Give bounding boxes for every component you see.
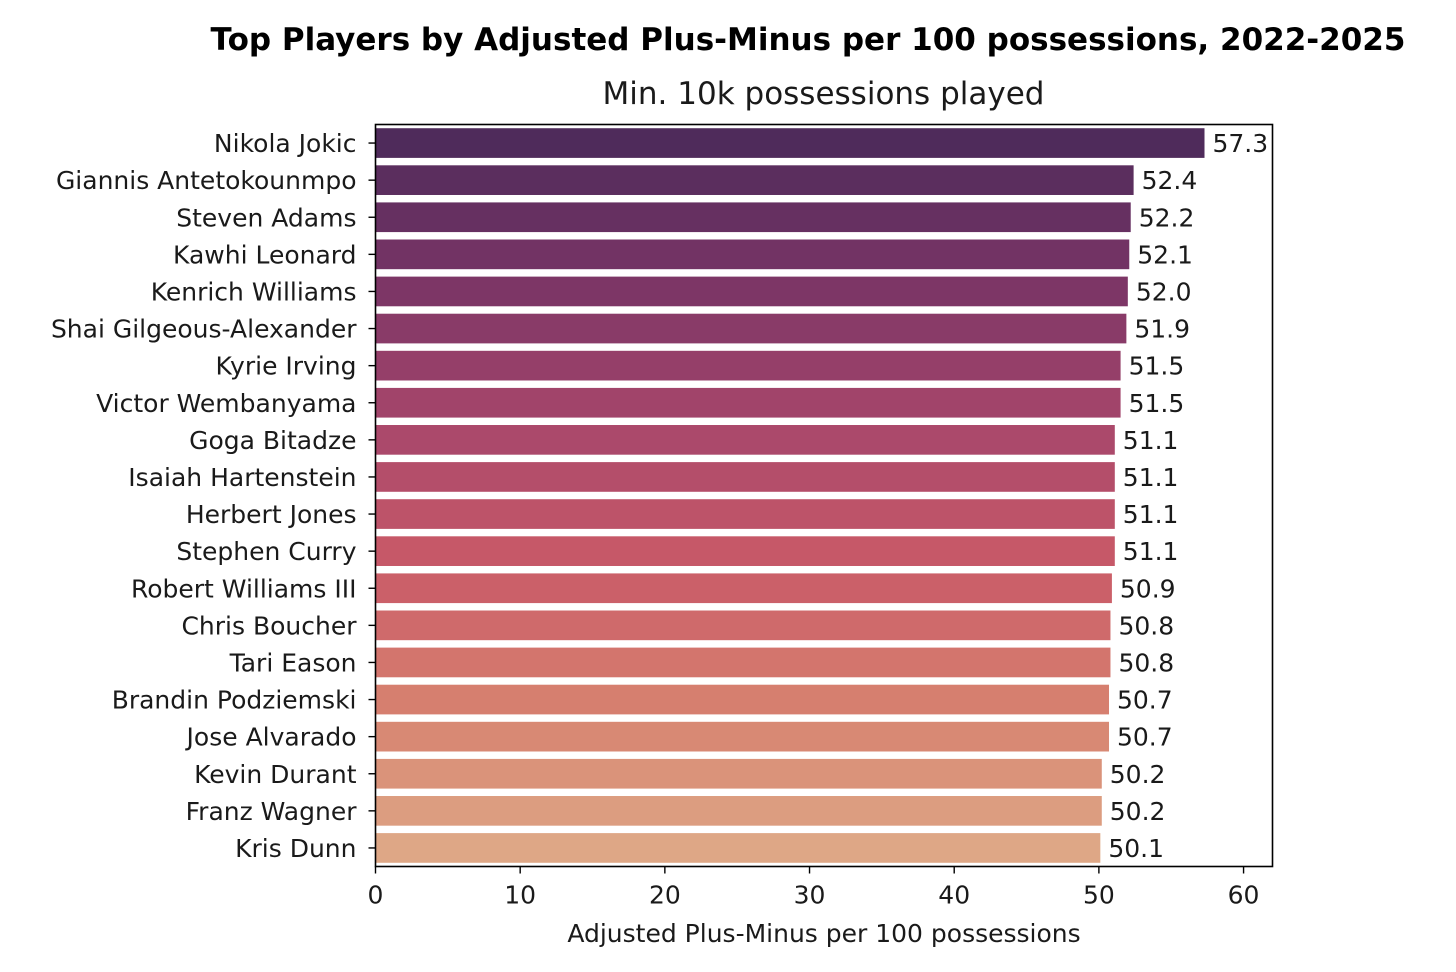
y-tick-label: Chris Boucher <box>181 611 357 640</box>
bar-goga-bitadze <box>375 425 1115 455</box>
x-tick-label: 40 <box>938 881 970 910</box>
bar-kawhi-leonard <box>375 239 1130 270</box>
bar-stephen-curry <box>375 536 1115 566</box>
bar-kyrie-irving <box>375 350 1121 381</box>
data-label: 57.3 <box>1213 129 1269 158</box>
data-label: 50.7 <box>1117 686 1173 715</box>
bar-isaiah-hartenstein <box>375 462 1115 492</box>
data-label: 51.5 <box>1129 389 1185 418</box>
x-tick-label: 10 <box>504 881 536 910</box>
bar-shai-gilgeous-alexander <box>375 313 1127 344</box>
x-tick-label: 50 <box>1083 881 1115 910</box>
bar-chris-boucher <box>375 610 1111 641</box>
data-label: 52.2 <box>1139 203 1195 232</box>
y-tick-label: Tari Eason <box>229 648 357 677</box>
x-tick-label: 0 <box>368 881 384 910</box>
data-label: 52.1 <box>1137 240 1193 269</box>
bar-kris-dunn <box>375 833 1101 863</box>
bar-brandin-podziemski <box>375 684 1110 715</box>
bar-kenrich-williams <box>375 276 1128 307</box>
y-tick-label: Isaiah Hartenstein <box>128 463 356 492</box>
data-label: 50.8 <box>1118 648 1174 677</box>
data-label: 51.5 <box>1129 352 1185 381</box>
value-labels: 57.3 52.4 52.2 52.1 52.0 51.9 51.5 51.5 51.1 51.1… <box>1108 129 1268 863</box>
y-tick-label: Kris Dunn <box>235 834 356 863</box>
bar-victor-wembanyama <box>375 387 1121 418</box>
data-label: 50.8 <box>1118 611 1174 640</box>
y-tick-label: Stephen Curry <box>176 537 356 566</box>
data-label: 52.4 <box>1142 166 1198 195</box>
data-label: 50.2 <box>1110 760 1166 789</box>
x-axis: 0 10 20 30 40 50 60 <box>368 866 1260 910</box>
y-tick-label: Herbert Jones <box>186 500 357 529</box>
x-tick-label: 20 <box>649 881 681 910</box>
data-label: 50.2 <box>1110 797 1166 826</box>
data-label: 50.1 <box>1108 834 1164 863</box>
y-tick-label: Shai Gilgeous-Alexander <box>51 315 357 344</box>
x-axis-label: Adjusted Plus-Minus per 100 possessions <box>567 919 1080 948</box>
bar-jose-alvarado <box>375 721 1110 752</box>
y-tick-label: Brandin Podziemski <box>112 686 357 715</box>
x-tick-label: 60 <box>1228 881 1260 910</box>
bars-layer <box>375 128 1205 863</box>
chart-subtitle: Min. 10k possessions played <box>602 76 1045 112</box>
y-tick-label: Giannis Antetokounmpo <box>56 166 357 195</box>
y-tick-label: Steven Adams <box>176 203 356 232</box>
y-tick-label: Kevin Durant <box>194 760 357 789</box>
bar-nikola-jokic <box>375 128 1205 158</box>
bar-steven-adams <box>375 202 1131 233</box>
bar-franz-wagner <box>375 796 1102 826</box>
bar-kevin-durant <box>375 758 1102 789</box>
category-labels: Nikola Jokic Giannis Antetokounmpo Steven … <box>51 129 376 863</box>
data-label: 51.9 <box>1134 315 1190 344</box>
bar-robert-williams-iii <box>375 573 1112 604</box>
y-tick-label: Kyrie Irving <box>215 352 356 381</box>
y-tick-label: Kawhi Leonard <box>173 240 357 269</box>
data-label: 52.0 <box>1136 277 1192 306</box>
bar-herbert-jones <box>375 499 1115 529</box>
data-label: 50.7 <box>1117 723 1173 752</box>
y-tick-label: Franz Wagner <box>186 797 358 826</box>
bar-giannis-antetokounmpo <box>375 165 1134 195</box>
bar-tari-eason <box>375 647 1111 678</box>
x-tick-label: 30 <box>794 881 826 910</box>
data-label: 51.1 <box>1123 537 1179 566</box>
y-tick-label: Nikola Jokic <box>214 129 357 158</box>
y-tick-label: Robert Williams III <box>131 574 357 603</box>
data-label: 51.1 <box>1123 426 1179 455</box>
y-tick-label: Jose Alvarado <box>185 723 357 752</box>
y-tick-label: Goga Bitadze <box>189 426 356 455</box>
y-tick-label: Kenrich Williams <box>151 277 357 306</box>
y-tick-label: Victor Wembanyama <box>96 389 356 418</box>
plot-frame <box>374 123 1274 868</box>
data-label: 50.9 <box>1120 574 1176 603</box>
data-label: 51.1 <box>1123 500 1179 529</box>
chart-title: Top Players by Adjusted Plus-Minus per 1… <box>210 22 1406 58</box>
data-label: 51.1 <box>1123 463 1179 492</box>
